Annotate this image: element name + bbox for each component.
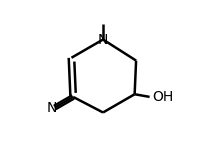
Text: OH: OH <box>152 90 173 104</box>
Text: N: N <box>98 33 108 47</box>
Text: N: N <box>46 101 57 115</box>
